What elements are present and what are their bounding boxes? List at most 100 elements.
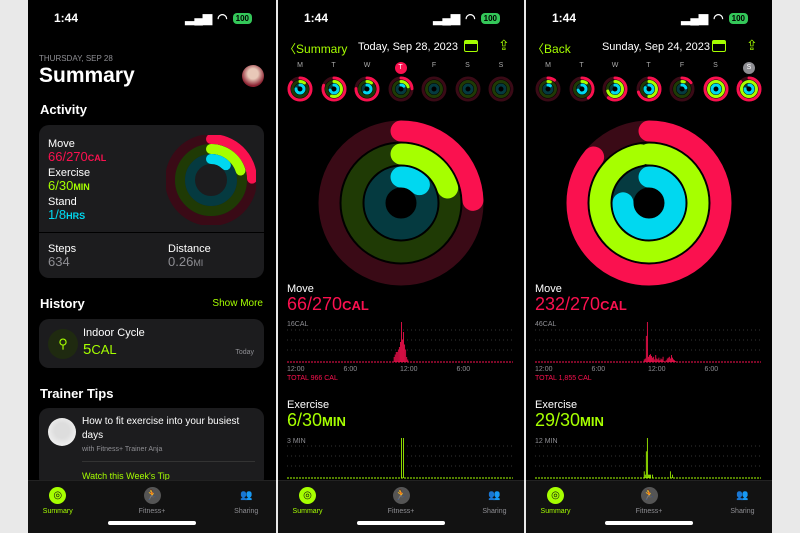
chart-bar [646, 438, 648, 478]
calendar-icon[interactable] [712, 40, 726, 52]
weekday-rings[interactable] [421, 76, 447, 102]
move-ring [602, 76, 628, 102]
stand-ring [294, 83, 306, 95]
back-label: Summary [296, 42, 348, 56]
weekday-label: S [743, 62, 755, 74]
weekday-rings[interactable] [354, 76, 380, 102]
runner-icon: 🏃 [640, 487, 658, 504]
x-tick-label: 6:00 [343, 366, 358, 373]
tab-sharing[interactable]: 👥 Sharing [216, 487, 276, 515]
weekday-rings[interactable] [602, 76, 628, 102]
weekday-label: S [465, 62, 470, 69]
tab-summary[interactable]: ◎ Summary [278, 487, 338, 515]
weekday-rings[interactable] [636, 76, 662, 102]
weekday-rings[interactable] [388, 76, 414, 102]
chart-bar [643, 471, 645, 478]
chart-bar [402, 339, 403, 362]
steps-label: Steps [48, 243, 77, 255]
status-time: 1:44 [552, 11, 577, 25]
weekday-rings[interactable] [488, 76, 514, 102]
chart-bar [645, 335, 647, 362]
trainer-tips-heading: Trainer Tips [40, 386, 114, 401]
weekday-rings[interactable] [455, 76, 481, 102]
weekday-rings[interactable] [703, 76, 729, 102]
move-ring-track [421, 76, 447, 102]
weekday-rings[interactable] [569, 76, 595, 102]
stand-ring [361, 83, 373, 95]
activity-rings-icon: ◎ [547, 487, 565, 504]
exercise-ring-track [425, 80, 443, 98]
tab-fitness-plus[interactable]: 🏃 Fitness+ [619, 487, 679, 515]
workout-card[interactable]: ⚲ Indoor Cycle 5CAL Today [39, 319, 264, 368]
chart-bar [396, 352, 398, 362]
stand-unit: HRS [66, 211, 86, 221]
move-ring [354, 76, 380, 102]
move-ring [736, 76, 762, 102]
move-ring-track [455, 76, 480, 102]
back-button[interactable]: 〈Back [532, 40, 571, 57]
exercise-ring [740, 80, 758, 98]
home-indicator[interactable] [108, 521, 196, 525]
battery-icon: 100 [232, 12, 252, 24]
move-ring [318, 120, 484, 286]
tab-fitness-plus[interactable]: 🏃 Fitness+ [122, 487, 182, 515]
weekday-rings[interactable] [736, 76, 762, 102]
chart-bar [649, 474, 650, 478]
chart-bar [393, 357, 395, 362]
chart-bar [669, 471, 671, 478]
share-icon[interactable]: ⇪ [498, 37, 510, 53]
weekday-rings[interactable] [321, 76, 347, 102]
tab-summary[interactable]: ◎ Summary [526, 487, 586, 515]
chart-bar [400, 342, 401, 362]
tab-summary[interactable]: ◎ Summary [28, 487, 88, 515]
people-icon: 👥 [488, 490, 501, 501]
weekday-label: T [331, 62, 336, 69]
chevron-left-icon: 〈 [532, 42, 545, 56]
status-bar: 1:44 ▂▄▆ ◠ 100 [278, 11, 524, 27]
tab-fitness-plus[interactable]: 🏃 Fitness+ [371, 487, 431, 515]
chart-bar [401, 322, 402, 362]
move-label: Move [535, 283, 562, 295]
tab-label: Summary [292, 508, 323, 515]
calendar-icon[interactable] [464, 40, 478, 52]
stand-ring [710, 83, 721, 95]
move-chart-max: 16CAL [287, 321, 309, 328]
watch-tip-link[interactable]: Watch this Week's Tip [82, 471, 170, 481]
runner-icon: 🏃 [143, 487, 161, 504]
move-ring [166, 135, 256, 225]
tab-sharing[interactable]: 👥 Sharing [464, 487, 524, 515]
exercise-ring-track [492, 80, 510, 98]
chart-bar [667, 357, 669, 362]
steps-value: 634 [48, 254, 70, 269]
show-more-link[interactable]: Show More [212, 298, 263, 309]
back-button[interactable]: 〈Summary [284, 40, 347, 57]
exercise-chart-max: 3 MIN [287, 438, 306, 445]
tab-sharing[interactable]: 👥 Sharing [712, 487, 772, 515]
move-ring [569, 76, 594, 102]
home-indicator[interactable] [357, 521, 445, 525]
share-icon[interactable]: ⇪ [746, 37, 758, 53]
avatar[interactable] [242, 65, 264, 87]
chart-bar [661, 359, 663, 362]
weekday-rings[interactable] [535, 76, 561, 102]
weekday-label: W [611, 62, 619, 69]
activity-card[interactable]: Move 66/270CAL Exercise 6/30MIN Stand 1/… [39, 125, 264, 278]
trainer-tip-card[interactable]: How to fit exercise into your busiest da… [39, 408, 264, 488]
weekday-rings[interactable] [287, 76, 313, 102]
stand-ring [676, 83, 688, 95]
tab-label: Sharing [234, 508, 259, 515]
day-detail-screen: 1:44 ▂▄▆ ◠ 100 〈Summary Today, Sep 28, 202… [278, 0, 524, 533]
home-indicator[interactable] [605, 521, 693, 525]
chart-bar [650, 354, 651, 362]
chart-bar [672, 474, 673, 478]
exercise-ring [706, 80, 725, 98]
chart-bar [666, 358, 668, 362]
nav-bar: 〈Back Sunday, Sep 24, 2023 ⇪ [526, 37, 772, 57]
move-ring [636, 76, 661, 102]
move-ring-track [488, 76, 514, 102]
stand-ring [576, 83, 587, 95]
weekday-rings[interactable] [669, 76, 695, 102]
weekday-label: S [498, 62, 504, 69]
move-ring [566, 120, 732, 286]
chart-bar [649, 355, 650, 362]
